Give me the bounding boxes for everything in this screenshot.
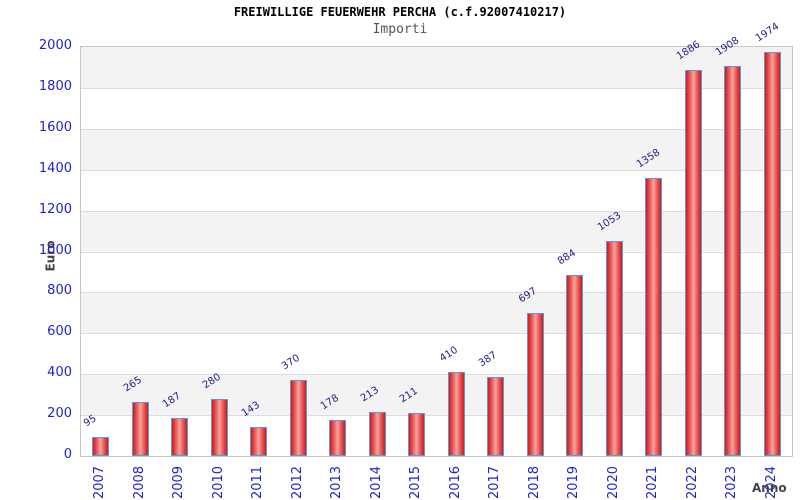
grid-band <box>81 47 792 88</box>
x-tick-text: 2013 <box>329 465 345 499</box>
bar <box>605 240 623 456</box>
grid-line <box>81 210 792 212</box>
bar <box>487 376 505 456</box>
y-tick-label: 600 <box>47 324 72 340</box>
chart-title: FREIWILLIGE FEUERWEHR PERCHA (c.f.920074… <box>233 5 567 19</box>
bar <box>447 372 465 456</box>
y-tick-label: 200 <box>47 406 72 422</box>
bar <box>171 417 189 456</box>
grid-band <box>81 169 792 211</box>
y-tick-label: 1000 <box>38 242 72 258</box>
x-tick-text: 2008 <box>131 465 147 499</box>
x-tick-label: 2011 <box>238 461 278 500</box>
bar <box>250 426 268 456</box>
y-tick-label: 800 <box>47 283 72 299</box>
x-tick-label: 2018 <box>514 461 554 500</box>
bar <box>289 380 307 456</box>
y-tick-label: 1200 <box>38 201 72 217</box>
x-tick-text: 2021 <box>645 465 661 499</box>
x-tick-label: 2009 <box>159 461 199 500</box>
x-tick-label: 2015 <box>396 461 436 500</box>
x-tick-text: 2009 <box>171 465 187 499</box>
x-tick-text: 2018 <box>526 465 542 499</box>
x-tick-text: 2022 <box>684 465 700 499</box>
y-tick-label: 1800 <box>38 78 72 94</box>
x-tick-label: 2010 <box>198 461 238 500</box>
x-tick-text: 2010 <box>210 465 226 499</box>
grid-band <box>81 210 792 252</box>
y-tick-label: 1600 <box>38 119 72 135</box>
y-tick-label: 1400 <box>38 160 72 176</box>
x-tick-label: 2023 <box>712 461 752 500</box>
x-tick-label: 2012 <box>277 461 317 500</box>
bar <box>408 412 426 456</box>
bar <box>92 436 110 456</box>
y-tick-label: 2000 <box>38 38 72 53</box>
x-tick-label: 2013 <box>317 461 357 500</box>
bar <box>210 398 228 456</box>
grid-line <box>81 415 792 417</box>
x-tick-text: 2015 <box>408 465 424 499</box>
x-tick-text: 2020 <box>605 465 621 499</box>
grid-line <box>81 333 792 335</box>
bar <box>645 178 663 456</box>
x-tick-label: 2007 <box>80 461 120 500</box>
bar <box>526 313 544 456</box>
y-tick-label: 0 <box>63 447 72 462</box>
x-tick-text: 2012 <box>289 465 305 499</box>
grid-band <box>81 87 792 129</box>
x-tick-label: 2014 <box>356 461 396 500</box>
x-tick-text: 2017 <box>487 465 503 499</box>
bar <box>368 412 386 456</box>
grid-line <box>81 169 792 171</box>
grid-band <box>81 333 792 375</box>
x-tick-text: 2014 <box>368 465 384 499</box>
x-axis-title: Anno <box>752 481 787 495</box>
grid-band <box>81 128 792 170</box>
grid-line <box>81 251 792 253</box>
bar <box>566 275 584 456</box>
x-tick-text: 2023 <box>724 465 740 499</box>
x-tick-label: 2021 <box>633 461 673 500</box>
grid-line <box>81 128 792 130</box>
x-tick-text: 2016 <box>447 465 463 499</box>
x-tick-label: 2020 <box>593 461 633 500</box>
x-tick-label: 2016 <box>435 461 475 500</box>
grid-line <box>81 87 792 89</box>
grid-band <box>81 374 792 416</box>
grid-band <box>81 251 792 293</box>
bar <box>763 52 781 456</box>
bar <box>724 65 742 456</box>
x-tick-text: 2019 <box>566 465 582 499</box>
y-tick-label: 400 <box>47 365 72 381</box>
x-tick-label: 2017 <box>475 461 515 500</box>
grid-line <box>81 374 792 376</box>
bar <box>329 419 347 456</box>
bar <box>684 70 702 456</box>
x-tick-label: 2019 <box>554 461 594 500</box>
plot-area: 95 265 187 280 143 370 178 213 211 410 387 697 884 10… <box>80 22 793 457</box>
x-tick-text: 2007 <box>92 465 108 499</box>
x-tick-text: 2011 <box>250 465 266 499</box>
grid-line <box>81 292 792 294</box>
grid-band <box>81 415 792 456</box>
chart-subtitle: Importi <box>372 22 428 37</box>
bar <box>131 401 149 456</box>
grid-band <box>81 292 792 334</box>
x-tick-label: 2022 <box>672 461 712 500</box>
x-tick-label: 2008 <box>119 461 159 500</box>
